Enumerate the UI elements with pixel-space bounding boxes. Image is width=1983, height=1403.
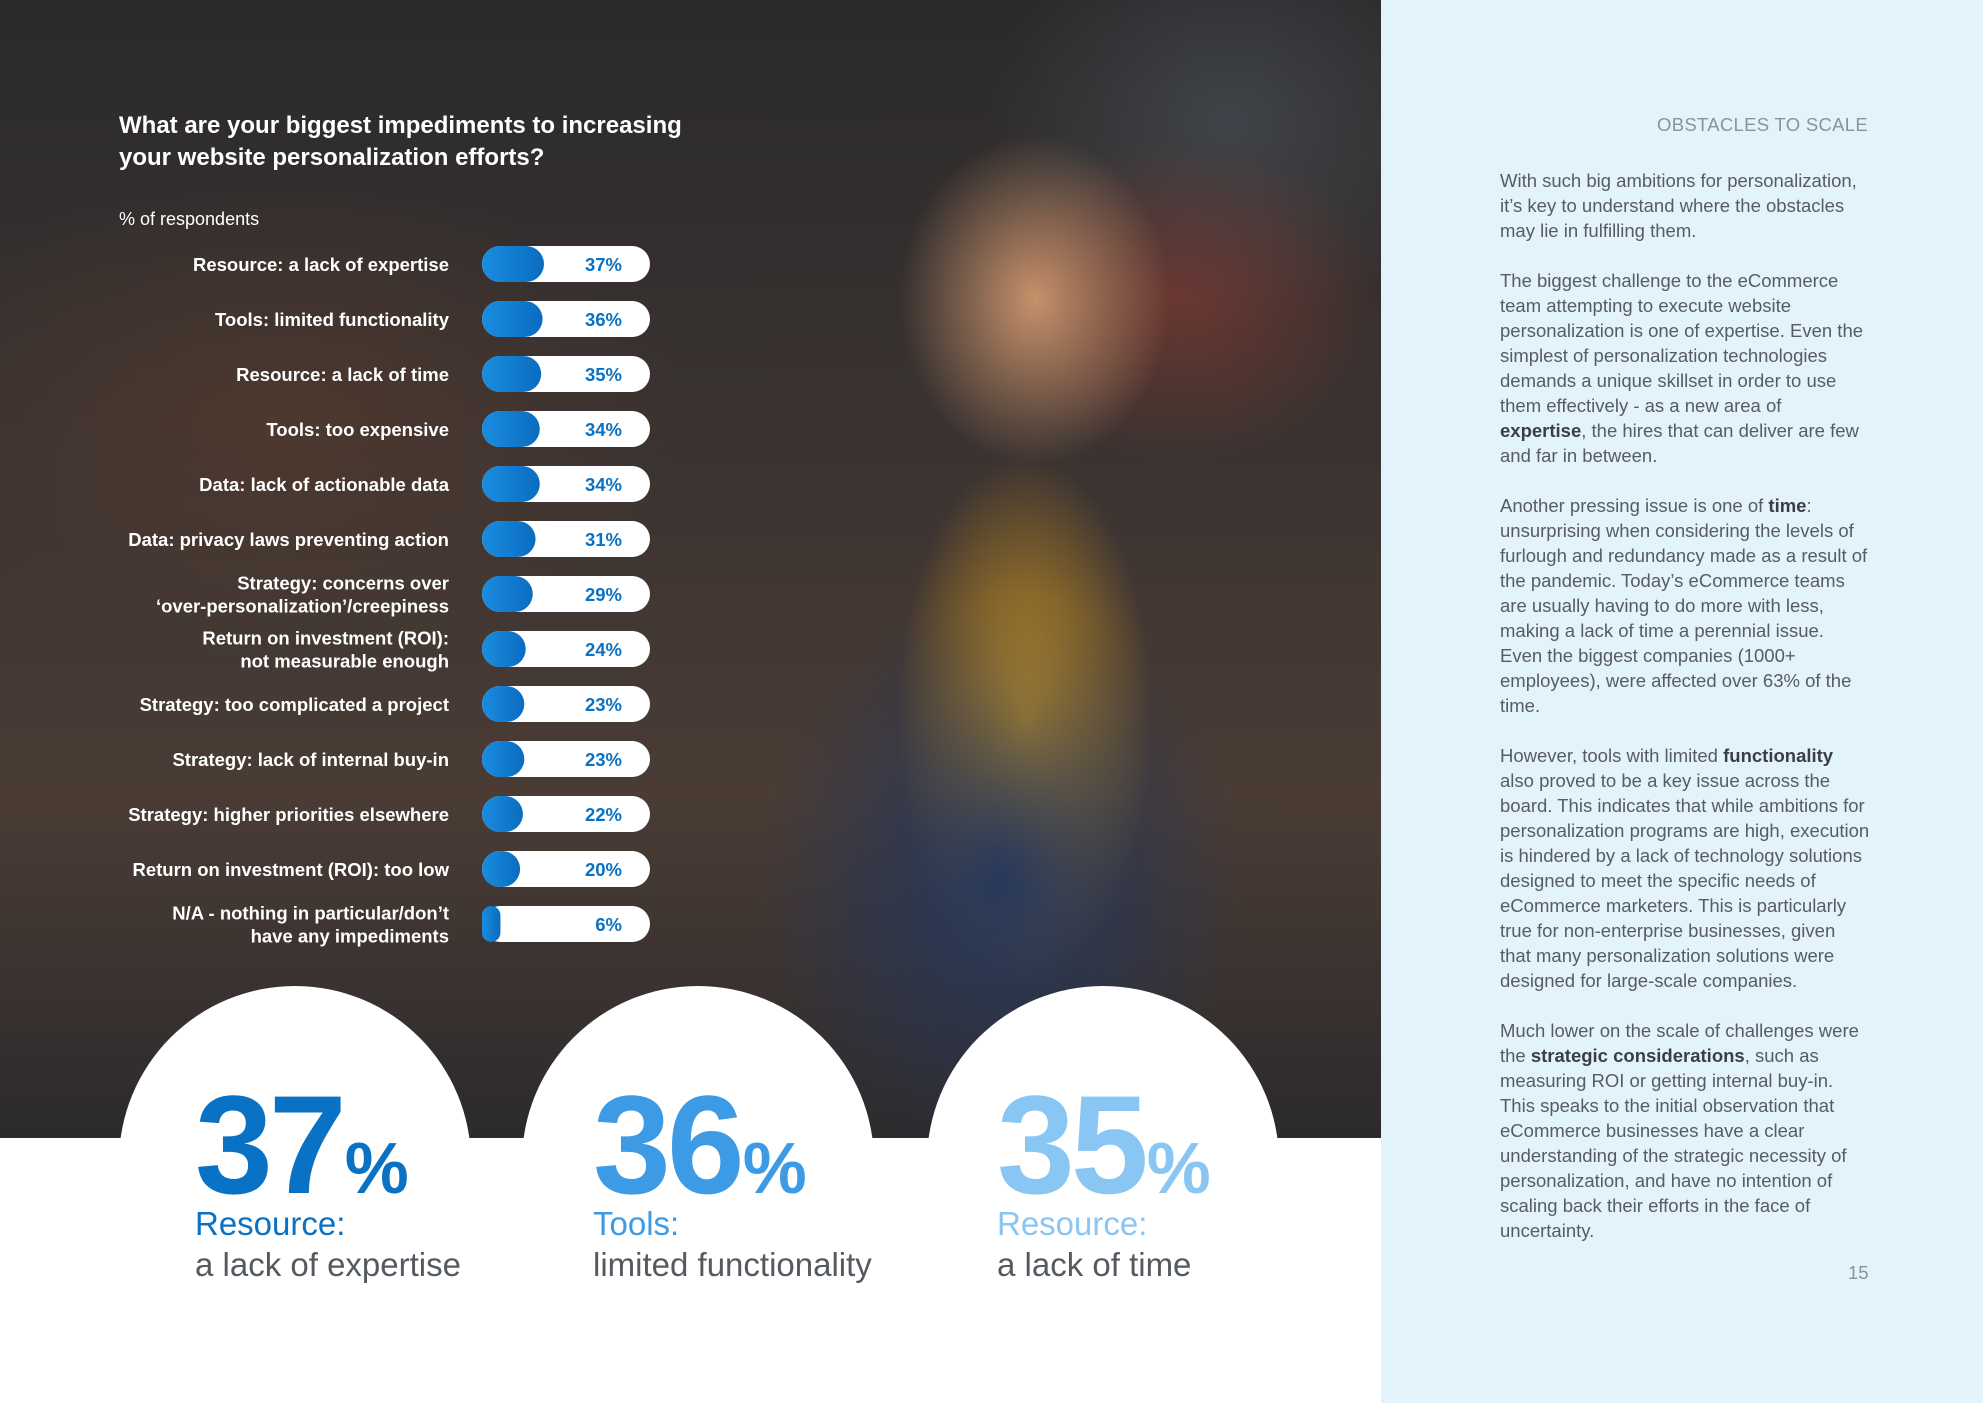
bar-category-label: Return on investment (ROI): — [202, 628, 449, 649]
bar-value-label: 36% — [585, 309, 622, 330]
bar — [482, 796, 523, 832]
bar — [482, 576, 533, 612]
highlight-stat-3: 35% Resource: a lack of time — [997, 1066, 1211, 1286]
bar-category-label: Return on investment (ROI): too low — [132, 859, 449, 880]
bar-row: 6% N/A - nothing in particular/don’thave … — [172, 903, 650, 947]
bar-track — [482, 631, 650, 667]
section-label: OBSTACLES TO SCALE — [1657, 114, 1869, 135]
stat-dome-3 — [927, 986, 1279, 1338]
paragraph-1: With such big ambitions for personalizat… — [1500, 170, 1857, 241]
highlight-number: 37 — [195, 1066, 347, 1223]
chart-subtitle: % of respondents — [119, 209, 260, 229]
bar-category-label: N/A - nothing in particular/don’t — [172, 903, 449, 924]
bar-row: 34% Data: lack of actionable data — [199, 466, 650, 502]
bar-row: 29% Strategy: concerns over‘over-personal… — [156, 573, 650, 617]
bar-category-label: Data: privacy laws preventing action — [128, 529, 449, 550]
bar-row: 36% Tools: limited functionality — [215, 301, 650, 337]
bar-category-label: not measurable enough — [240, 651, 449, 672]
bar-value-label: 34% — [585, 474, 622, 495]
bar-category-label: Tools: too expensive — [266, 419, 449, 440]
bar-category-label: Strategy: higher priorities elsewhere — [128, 804, 449, 825]
stat-dome-2 — [522, 986, 874, 1338]
bar-chart: 37% Resource: a lack of expertise 36% Tools… — [128, 246, 650, 947]
bar-value-label: 23% — [585, 749, 622, 770]
highlight-percent-sign: % — [344, 1129, 409, 1209]
bar-row: 35% Resource: a lack of time — [236, 356, 650, 392]
bar — [482, 411, 540, 447]
bar-track — [482, 851, 650, 887]
sidebar-panel — [1381, 0, 1983, 1403]
stat-dome-1 — [119, 986, 471, 1338]
paragraph-4: However, tools with limited functionalit… — [1500, 745, 1870, 991]
chart-title: What are your biggest impediments to inc… — [119, 112, 682, 171]
bar-row: 22% Strategy: higher priorities elsewhere — [128, 796, 650, 832]
bar-track — [482, 686, 650, 722]
bar — [482, 301, 543, 337]
bar — [482, 246, 544, 282]
highlight-category: Resource: — [997, 1205, 1148, 1242]
highlight-stat-2: 36% Tools: limited functionality — [593, 1066, 872, 1286]
bar-category-label: Strategy: lack of internal buy-in — [172, 749, 449, 770]
highlight-category: Tools: — [593, 1205, 680, 1242]
paragraph-5: Much lower on the scale of challenges we… — [1500, 1020, 1859, 1241]
highlight-description: a lack of time — [997, 1246, 1192, 1283]
bar — [482, 686, 525, 722]
paragraph-2: The biggest challenge to the eCommerce t… — [1500, 270, 1864, 466]
bar-category-label: Data: lack of actionable data — [199, 474, 450, 495]
bar-row: 37% Resource: a lack of expertise — [193, 246, 650, 282]
page-number: 15 — [1848, 1262, 1869, 1283]
bar-row: 23% Strategy: lack of internal buy-in — [172, 741, 650, 777]
bar-value-label: 34% — [585, 419, 622, 440]
highlight-category: Resource: — [195, 1205, 346, 1242]
body-text: With such big ambitions for personalizat… — [1500, 168, 1870, 1268]
bar-category-label: Tools: limited functionality — [215, 309, 450, 330]
bar-category-label: ‘over-personalization’/creepiness — [156, 596, 449, 617]
bar-track — [482, 906, 650, 942]
bar-value-label: 31% — [585, 529, 622, 550]
bar — [482, 631, 526, 667]
bar-value-label: 22% — [585, 804, 622, 825]
bar-row: 34% Tools: too expensive — [266, 411, 650, 447]
bar-row: 23% Strategy: too complicated a project — [140, 686, 650, 722]
bar-category-label: Strategy: concerns over — [237, 573, 449, 594]
bar-value-label: 24% — [585, 639, 622, 660]
bar-value-label: 29% — [585, 584, 622, 605]
highlight-number: 36 — [593, 1066, 745, 1223]
bar-value-label: 35% — [585, 364, 622, 385]
bar-value-label: 37% — [585, 254, 622, 275]
bar-track — [482, 796, 650, 832]
bar-row: 31% Data: privacy laws preventing action — [128, 521, 650, 557]
bar-track — [482, 741, 650, 777]
bar-row: 24% Return on investment (ROI):not measur… — [202, 628, 650, 672]
bar — [482, 741, 525, 777]
highlight-stat-1: 37% Resource: a lack of expertise — [195, 1066, 461, 1286]
highlight-percent-sign: % — [1146, 1129, 1211, 1209]
bar-value-label: 6% — [595, 914, 622, 935]
bar-row: 20% Return on investment (ROI): too low — [132, 851, 650, 887]
bar — [482, 521, 536, 557]
bar-category-label: Strategy: too complicated a project — [140, 694, 449, 715]
bar — [482, 906, 501, 942]
bar-category-label: Resource: a lack of time — [236, 364, 449, 385]
bar — [482, 851, 521, 887]
hero-photo — [0, 0, 1381, 1138]
highlight-number: 35 — [997, 1066, 1149, 1223]
bar-category-label: have any impediments — [251, 926, 449, 947]
bar — [482, 356, 542, 392]
bar-value-label: 23% — [585, 694, 622, 715]
paragraph-3: Another pressing issue is one of time: u… — [1500, 495, 1868, 716]
bar-category-label: Resource: a lack of expertise — [193, 254, 449, 275]
highlight-description: limited functionality — [593, 1246, 872, 1283]
highlight-percent-sign: % — [742, 1129, 807, 1209]
bar-value-label: 20% — [585, 859, 622, 880]
highlight-description: a lack of expertise — [195, 1246, 461, 1283]
bar — [482, 466, 540, 502]
